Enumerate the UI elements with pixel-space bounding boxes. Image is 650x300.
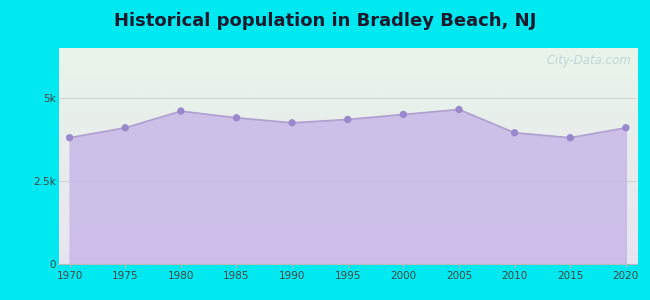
Point [120,125,131,130]
Point [287,120,297,125]
Point [621,125,631,130]
Point [343,117,353,122]
Point [454,107,464,112]
Point [510,130,520,135]
Point [176,109,186,113]
Point [398,112,409,117]
Point [231,116,242,120]
Point [565,135,575,140]
Point [64,135,75,140]
Text: City-Data.com: City-Data.com [543,55,631,68]
Text: Historical population in Bradley Beach, NJ: Historical population in Bradley Beach, … [114,12,536,30]
